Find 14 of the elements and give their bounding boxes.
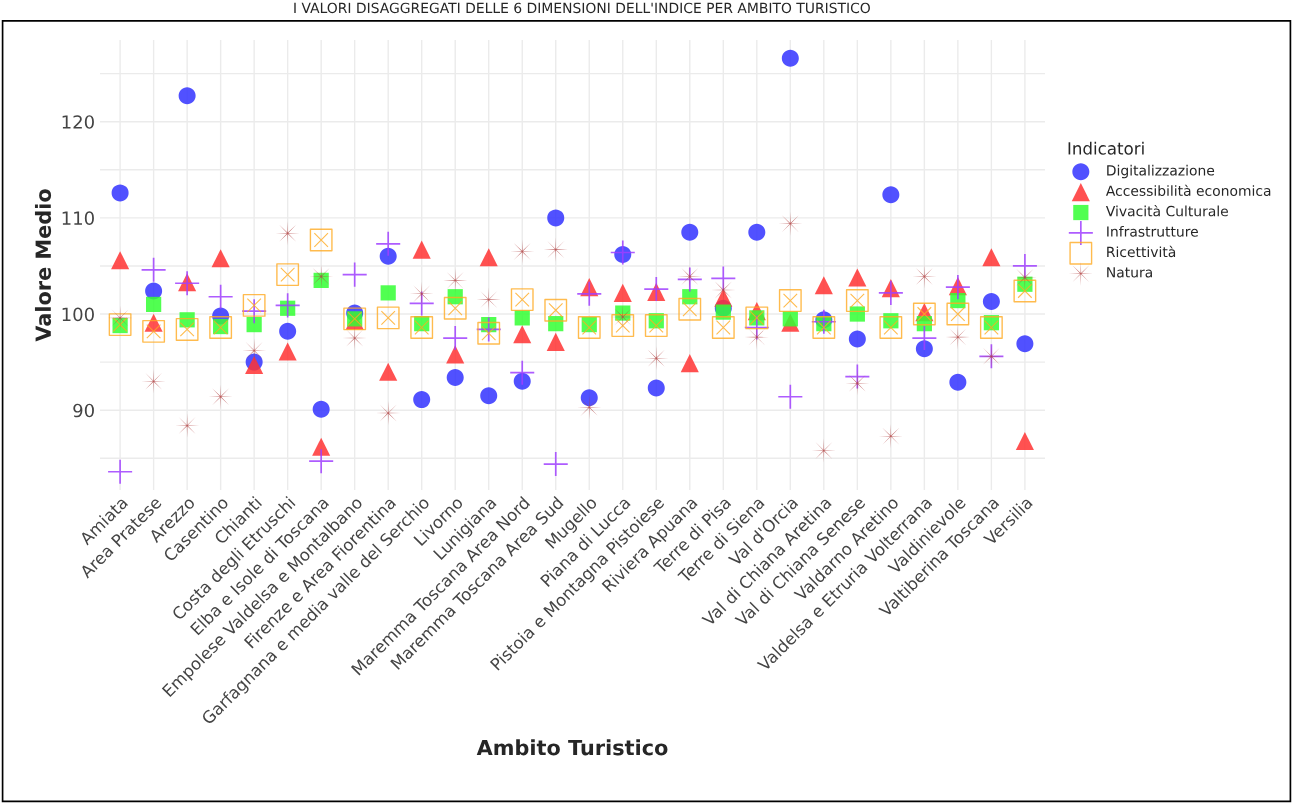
x-axis-title: Ambito Turistico	[476, 739, 668, 756]
legend-label: Ricettività	[1107, 245, 1176, 258]
legend-title: Indicatori	[1068, 141, 1144, 155]
legend-label: Vivacità Culturale	[1105, 205, 1228, 217]
legend-label: Natura	[1107, 267, 1152, 278]
legend-label: Digitalizzazione	[1107, 164, 1215, 179]
y-axis-title: Valore Medio	[34, 189, 52, 342]
y-tick-label: 120	[62, 115, 94, 129]
legend-label: Infrastrutture	[1107, 226, 1198, 237]
y-tick-label: 90	[73, 403, 94, 418]
y-tick-label: 110	[62, 211, 94, 225]
chart-title: I VALORI DISAGGREGATI DELLE 6 DIMENSIONI DELL'INDICE PER AMBITO TURISTICO	[294, 2, 870, 14]
y-tick-label: 100	[62, 307, 94, 322]
legend-label: Accessibilità economica	[1105, 184, 1271, 196]
